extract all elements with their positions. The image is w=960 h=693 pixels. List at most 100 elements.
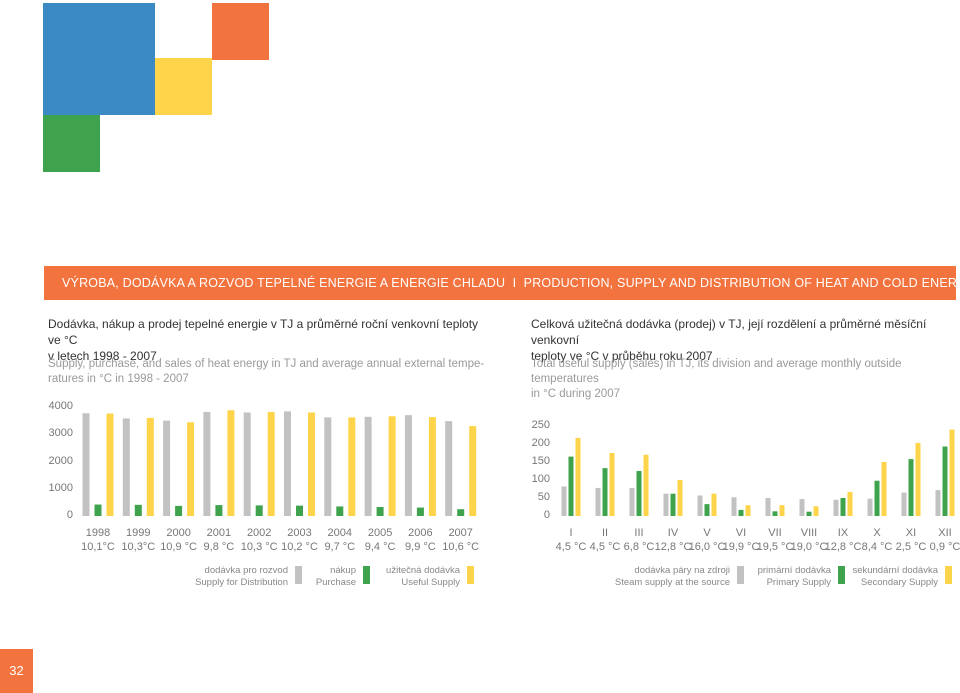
x-tick-label: 1999 xyxy=(126,527,151,539)
bar-yellow xyxy=(308,412,315,516)
bar-yellow xyxy=(779,505,785,516)
bar-gray xyxy=(663,493,669,516)
x-category-label: X 8,4 °C xyxy=(847,526,907,554)
legend-item-steam-supply: dodávka páry na zdroji Steam supply at t… xyxy=(614,565,730,588)
x-tick-label: 2003 xyxy=(287,527,312,539)
bar-green xyxy=(670,493,676,516)
y-tick-label: 1000 xyxy=(48,481,73,494)
bar-green xyxy=(636,471,642,516)
x-temperature-label: 12,8 °C xyxy=(824,541,862,553)
bar-gray xyxy=(799,499,805,516)
decor-square-orange xyxy=(212,3,269,60)
banner-title-en: Production, Supply and Distribution of H… xyxy=(523,276,960,290)
bar-yellow xyxy=(575,437,581,516)
bar-yellow xyxy=(146,417,154,516)
y-tick-label: 0 xyxy=(66,509,73,521)
left-heading-line1: Dodávka, nákup a prodej tepelné energie … xyxy=(48,317,479,347)
x-category-label: 2002 10,3 °C xyxy=(229,526,289,554)
x-category-label: VI 19,9 °C xyxy=(711,526,771,554)
bar-green xyxy=(457,509,465,516)
bar-gray xyxy=(901,492,907,516)
x-category-label: I 4,5 °C xyxy=(541,526,601,554)
x-category-label: III 6,8 °C xyxy=(609,526,669,554)
bar-gray xyxy=(697,495,703,516)
x-tick-label: IV xyxy=(667,527,679,539)
bar-yellow xyxy=(881,462,887,516)
y-tick-label: 2000 xyxy=(48,454,73,467)
bar-yellow xyxy=(847,491,853,516)
x-tick-label: VIII xyxy=(800,527,818,539)
bar-yellow xyxy=(187,422,195,516)
x-temperature-label: 9,9 °C xyxy=(405,541,436,553)
legend-swatch-yellow xyxy=(945,566,952,584)
x-temperature-label: 19,5 °C xyxy=(756,541,794,553)
x-temperature-label: 9,4 °C xyxy=(364,541,396,553)
bar-yellow xyxy=(609,453,615,516)
bar-gray xyxy=(364,416,372,516)
x-temperature-label: 10,3 °C xyxy=(240,541,278,553)
bar-green xyxy=(134,504,142,516)
y-tick-label: 150 xyxy=(531,455,550,467)
bar-yellow xyxy=(227,410,235,516)
x-tick-label: XII xyxy=(938,527,952,539)
decor-square-green xyxy=(43,115,100,172)
page-number: 32 xyxy=(0,649,33,693)
banner-title-cz: Výroba, dodávka a rozvod tepelné energie… xyxy=(62,276,506,290)
legend-swatch-green xyxy=(838,566,845,584)
x-tick-label: 2004 xyxy=(327,527,353,539)
bar-green xyxy=(175,505,183,516)
x-tick-label: VI xyxy=(735,527,747,539)
y-tick-label: 50 xyxy=(537,491,550,503)
bar-yellow xyxy=(106,413,114,516)
x-tick-label: IX xyxy=(837,527,849,539)
x-category-label: 2005 9,4 °C xyxy=(350,526,410,554)
bar-yellow xyxy=(915,442,921,516)
x-temperature-label: 9,7 °C xyxy=(324,541,356,553)
bar-yellow xyxy=(711,493,717,516)
bar-yellow xyxy=(348,417,356,516)
bar-green xyxy=(738,509,744,516)
bar-gray xyxy=(243,412,251,516)
bar-yellow xyxy=(428,417,436,516)
bar-green xyxy=(908,459,914,516)
bar-yellow xyxy=(745,505,751,516)
bar-green xyxy=(602,468,608,516)
right-sub-line1: Total useful supply (sales) in TJ, its d… xyxy=(531,358,902,385)
left-chart-subheading: Supply, purchase, and sales of heat ener… xyxy=(48,357,498,387)
x-tick-label: X xyxy=(873,527,881,539)
legend-swatch-yellow xyxy=(467,566,474,584)
x-tick-label: 2005 xyxy=(367,527,393,539)
bar-yellow xyxy=(469,426,477,516)
y-tick-label: 4000 xyxy=(48,400,73,412)
x-tick-label: V xyxy=(703,527,711,539)
x-category-label: VIII 19,0 °C xyxy=(779,526,839,554)
legend-item-supply-distribution: dodávka pro rozvod Supply for Distributi… xyxy=(195,565,288,588)
x-temperature-label: 10,3°C xyxy=(121,541,156,553)
bar-gray xyxy=(867,498,873,516)
right-heading-line2: teploty ve °C v průběhu roku 2007 xyxy=(531,349,713,363)
bar-green xyxy=(215,505,223,516)
x-tick-label: 2007 xyxy=(448,527,473,539)
banner-separator: I xyxy=(512,276,517,290)
bar-green xyxy=(840,498,846,516)
legend-item-secondary-supply: sekundární dodávka Secondary Supply xyxy=(852,565,938,588)
x-tick-label: VII xyxy=(768,527,782,539)
y-tick-label: 3000 xyxy=(48,427,73,440)
bar-green xyxy=(416,507,424,516)
x-category-label: XI 2,5 °C xyxy=(881,526,941,554)
bar-gray xyxy=(404,415,412,516)
bar-green xyxy=(806,511,812,516)
decor-square-yellow xyxy=(155,58,212,115)
bar-green xyxy=(942,446,948,516)
x-temperature-label: 6,8 °C xyxy=(623,541,655,553)
right-chart-heading: Celková užitečná dodávka (prodej) v TJ, … xyxy=(531,316,956,364)
x-temperature-label: 10,6 °C xyxy=(442,541,480,553)
x-temperature-label: 10,1°C xyxy=(81,541,115,553)
x-category-label: VII 19,5 °C xyxy=(745,526,805,554)
bar-green xyxy=(874,480,880,516)
section-banner: Výroba, dodávka a rozvod tepelné energie… xyxy=(44,266,960,300)
legend-swatch-green xyxy=(363,566,370,584)
y-tick-label: 100 xyxy=(531,473,550,485)
bar-green xyxy=(94,504,102,516)
